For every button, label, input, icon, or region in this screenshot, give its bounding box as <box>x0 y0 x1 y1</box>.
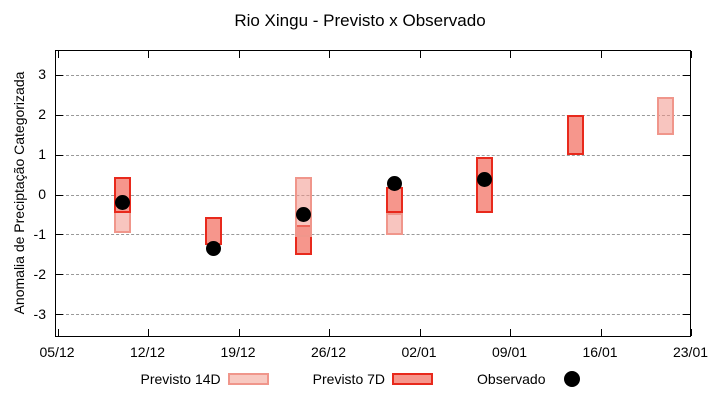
x-tick-top <box>57 51 59 58</box>
x-tick-bottom <box>238 329 240 336</box>
y-tick-right <box>683 314 690 316</box>
y-tick-label: 0 <box>38 186 46 202</box>
y-gridline <box>56 154 690 156</box>
x-tick-label: 23/01 <box>672 344 709 360</box>
forecast-14d-bar <box>295 177 313 237</box>
y-axis-label: Anomalia de Preciptação Categorizada <box>11 71 27 315</box>
observed-dot <box>477 171 493 187</box>
y-tick-right <box>683 194 690 196</box>
x-tick-top <box>691 51 692 58</box>
y-gridline <box>56 194 690 196</box>
plot-area <box>55 50 692 337</box>
x-tick-top <box>238 51 240 58</box>
y-tick-left <box>56 274 63 276</box>
previsto-7d-swatch-icon <box>392 373 434 385</box>
x-tick-label: 16/01 <box>582 344 618 360</box>
x-tick-top <box>510 51 511 58</box>
y-gridline <box>56 74 690 76</box>
legend-label-observado: Observado <box>477 371 546 387</box>
forecast-14d-bar <box>657 97 675 136</box>
x-tick-label: 05/12 <box>39 344 75 360</box>
y-tick-left <box>56 234 63 236</box>
legend-label-previsto-7d: Previsto 7D <box>312 371 386 387</box>
forecast-7d-bar <box>385 187 403 213</box>
y-tick-right <box>683 274 690 276</box>
previsto-14d-swatch-icon <box>227 373 269 385</box>
observed-dot <box>115 195 131 211</box>
y-gridline <box>56 314 690 316</box>
y-gridline <box>56 274 690 276</box>
y-tick-right <box>683 114 690 116</box>
x-tick-label: 02/01 <box>401 344 437 360</box>
y-tick-label: -2 <box>33 265 46 282</box>
legend-item-previsto-14d: Previsto 14D <box>141 371 269 387</box>
y-gridline <box>56 234 690 236</box>
x-tick-top <box>148 51 149 58</box>
y-tick-left <box>56 114 63 116</box>
x-tick-top <box>329 51 330 58</box>
y-tick-label: -1 <box>33 225 46 242</box>
y-tick-left <box>56 314 63 316</box>
x-tick-bottom <box>419 329 421 336</box>
x-tick-top <box>419 51 421 58</box>
x-tick-bottom <box>148 329 149 336</box>
observed-dot <box>205 241 221 257</box>
x-tick-bottom <box>57 329 59 336</box>
forecast-7d-bar <box>566 115 584 156</box>
y-tick-left <box>56 194 63 196</box>
legend-item-previsto-7d: Previsto 7D <box>312 371 434 387</box>
x-tick-bottom <box>691 329 692 336</box>
y-tick-label: 1 <box>38 146 46 163</box>
x-tick-bottom <box>510 329 511 336</box>
forecast-14d-bar <box>385 212 403 235</box>
y-tick-right <box>683 74 690 76</box>
x-tick-bottom <box>329 329 330 336</box>
observed-dot <box>386 175 402 191</box>
y-gridline <box>56 114 690 116</box>
legend: Previsto 14D Previsto 7D Observado <box>0 371 720 387</box>
y-tick-right <box>683 234 690 236</box>
y-tick-right <box>683 154 690 156</box>
y-tick-left <box>56 154 63 156</box>
y-tick-label: -3 <box>33 305 46 322</box>
y-tick-label: 2 <box>38 106 46 123</box>
x-tick-top <box>600 51 602 58</box>
y-tick-left <box>56 74 63 76</box>
observed-dot <box>296 207 312 223</box>
x-tick-label: 09/01 <box>491 344 528 360</box>
legend-label-previsto-14d: Previsto 14D <box>140 371 221 387</box>
observado-dot-icon <box>563 371 580 387</box>
x-tick-label: 12/12 <box>129 344 166 360</box>
chart-title: Rio Xingu - Previsto x Observado <box>234 11 486 30</box>
x-tick-label: 19/12 <box>220 344 256 360</box>
x-tick-bottom <box>600 329 602 336</box>
legend-item-observado: Observado <box>477 371 580 387</box>
x-tick-label: 26/12 <box>310 344 347 360</box>
y-tick-label: 3 <box>38 66 46 83</box>
